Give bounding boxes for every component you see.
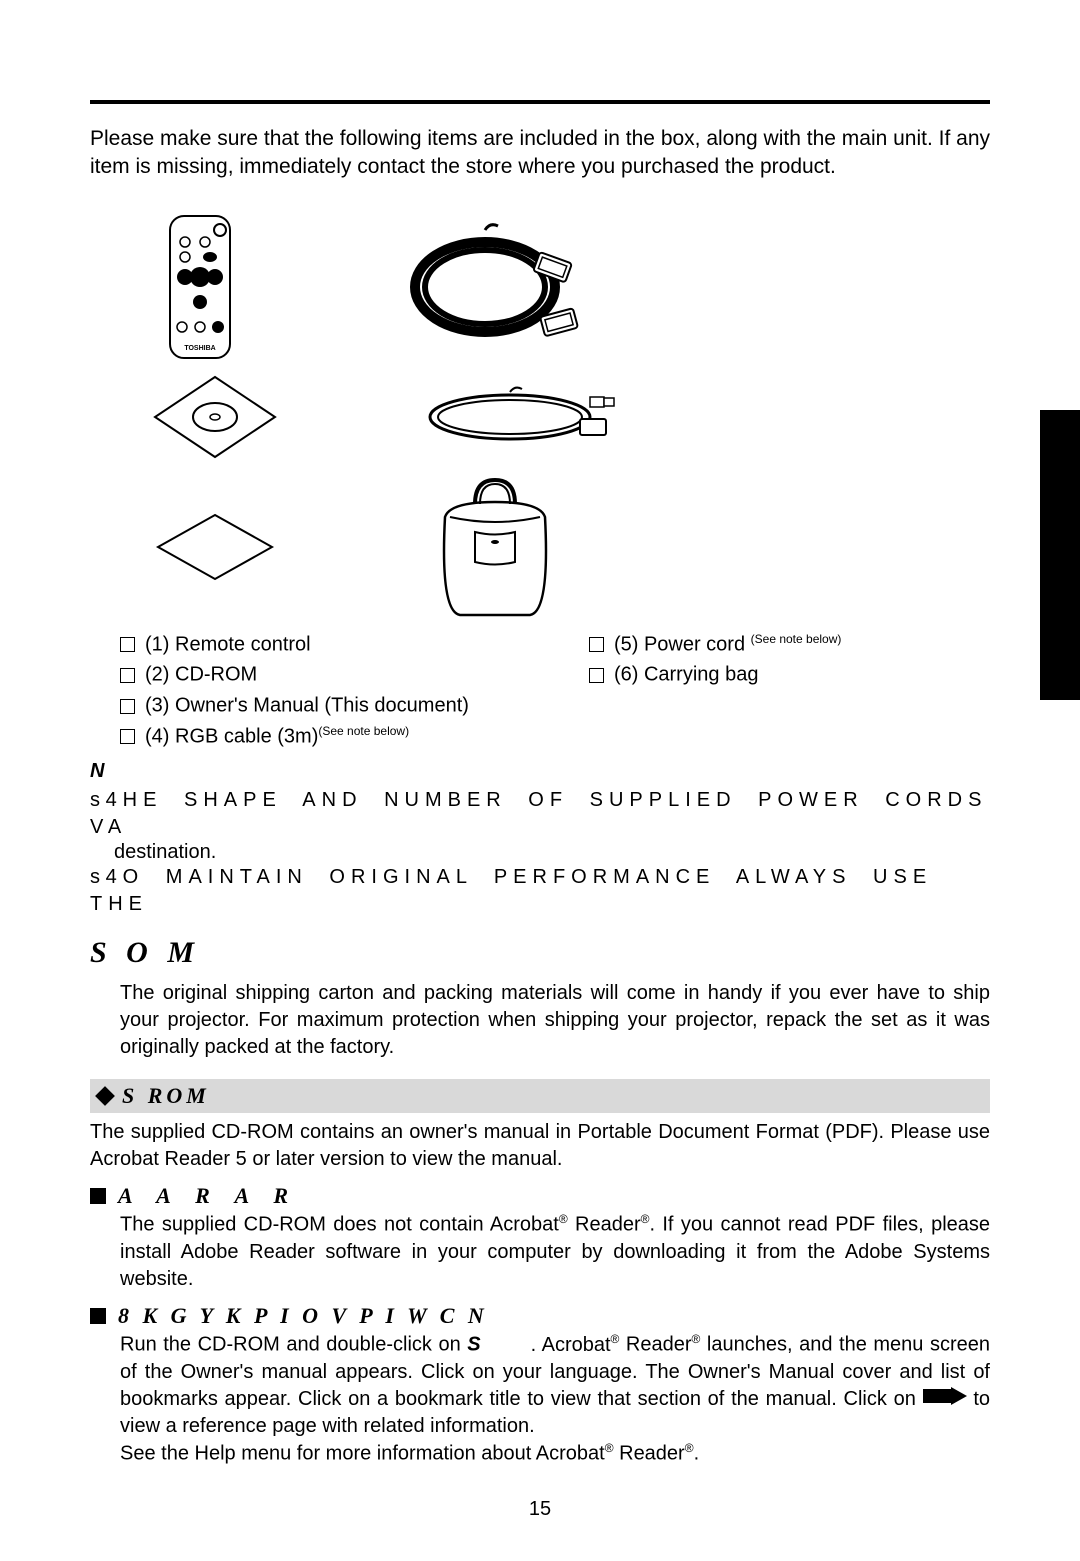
reg-mark: ® (605, 1441, 614, 1455)
svg-text:TOSHIBA: TOSHIBA (184, 345, 215, 352)
item-label: (5) Power cord (614, 633, 751, 655)
note-sub-1: destination. (114, 841, 990, 864)
reg-mark: ® (685, 1441, 694, 1455)
carrying-bag-icon (420, 472, 570, 622)
section-title: S O M (90, 936, 990, 970)
check-item: (1) Remote control (120, 632, 469, 657)
item-label: (1) Remote control (145, 633, 311, 655)
page-number: 15 (90, 1498, 990, 1521)
block-heading-2: 8 K G Y K P I O V P I W C N (90, 1303, 990, 1329)
checklist: (1) Remote control (2) CD-ROM (3) Owner'… (90, 632, 990, 749)
section-body: The original shipping carton and packing… (90, 980, 990, 1061)
illustration-row-1: TOSHIBA (90, 212, 990, 362)
block-heading-1: A A R A R (90, 1183, 990, 1209)
note-line-1: s 4HE SHAPE AND NUMBER OF SUPPLIED POWER… (90, 787, 990, 841)
illustration-row-3 (90, 472, 990, 622)
checkbox-icon (120, 729, 135, 744)
note-line-2: s 4O MAINTAIN ORIGINAL PERFORMANCE ALWAY… (90, 864, 990, 918)
illustration-row-2 (90, 372, 990, 462)
checkbox-icon (589, 637, 604, 652)
item-label: (3) Owner's Manual (This document) (145, 695, 469, 717)
diamond-icon (95, 1086, 115, 1106)
block-body-1: The supplied CD-ROM does not contain Acr… (90, 1211, 990, 1293)
check-item: (4) RGB cable (3m)(See note below) (120, 724, 469, 749)
subsection-bar: S ROM (90, 1079, 990, 1113)
item-label: (2) CD-ROM (145, 664, 257, 686)
check-item: (6) Carrying bag (589, 662, 841, 687)
notes-block: N s 4HE SHAPE AND NUMBER OF SUPPLIED POW… (90, 760, 990, 918)
check-item: (3) Owner's Manual (This document) (120, 693, 469, 718)
block-label: 8 K G Y K P I O V P I W C N (118, 1303, 488, 1329)
checkbox-icon (120, 637, 135, 652)
block-label: A A R A R (118, 1183, 298, 1209)
square-icon (90, 1188, 106, 1204)
checkbox-icon (589, 668, 604, 683)
cd-rom-icon (150, 372, 280, 462)
subsection-label: S ROM (122, 1083, 210, 1109)
manual-icon (150, 472, 280, 622)
block-body-2: Run the CD-ROM and double-click on S. Ac… (90, 1331, 990, 1468)
intro-text: Please make sure that the following item… (90, 125, 990, 182)
subsection-body: The supplied CD-ROM contains an owner's … (90, 1119, 990, 1173)
page: Please make sure that the following item… (0, 0, 1080, 1561)
remote-control-icon: TOSHIBA (150, 212, 250, 362)
power-cord-icon (420, 372, 620, 462)
rule-top (90, 100, 990, 104)
check-item: (5) Power cord (See note below) (589, 632, 841, 657)
item-label: (4) RGB cable (3m) (145, 725, 318, 747)
arrow-icon (923, 1386, 967, 1413)
item-sup: (See note below) (318, 724, 409, 738)
reg-mark: ® (559, 1212, 568, 1226)
item-sup: (See note below) (751, 632, 842, 646)
checkbox-icon (120, 699, 135, 714)
item-label: (6) Carrying bag (614, 664, 759, 686)
square-icon (90, 1308, 106, 1324)
checkbox-icon (120, 668, 135, 683)
rgb-cable-icon (390, 212, 590, 362)
checklist-left: (1) Remote control (2) CD-ROM (3) Owner'… (120, 632, 469, 749)
side-tab (1040, 410, 1080, 700)
notes-heading: N (90, 760, 990, 783)
check-item: (2) CD-ROM (120, 662, 469, 687)
checklist-right: (5) Power cord (See note below) (6) Carr… (589, 632, 841, 749)
